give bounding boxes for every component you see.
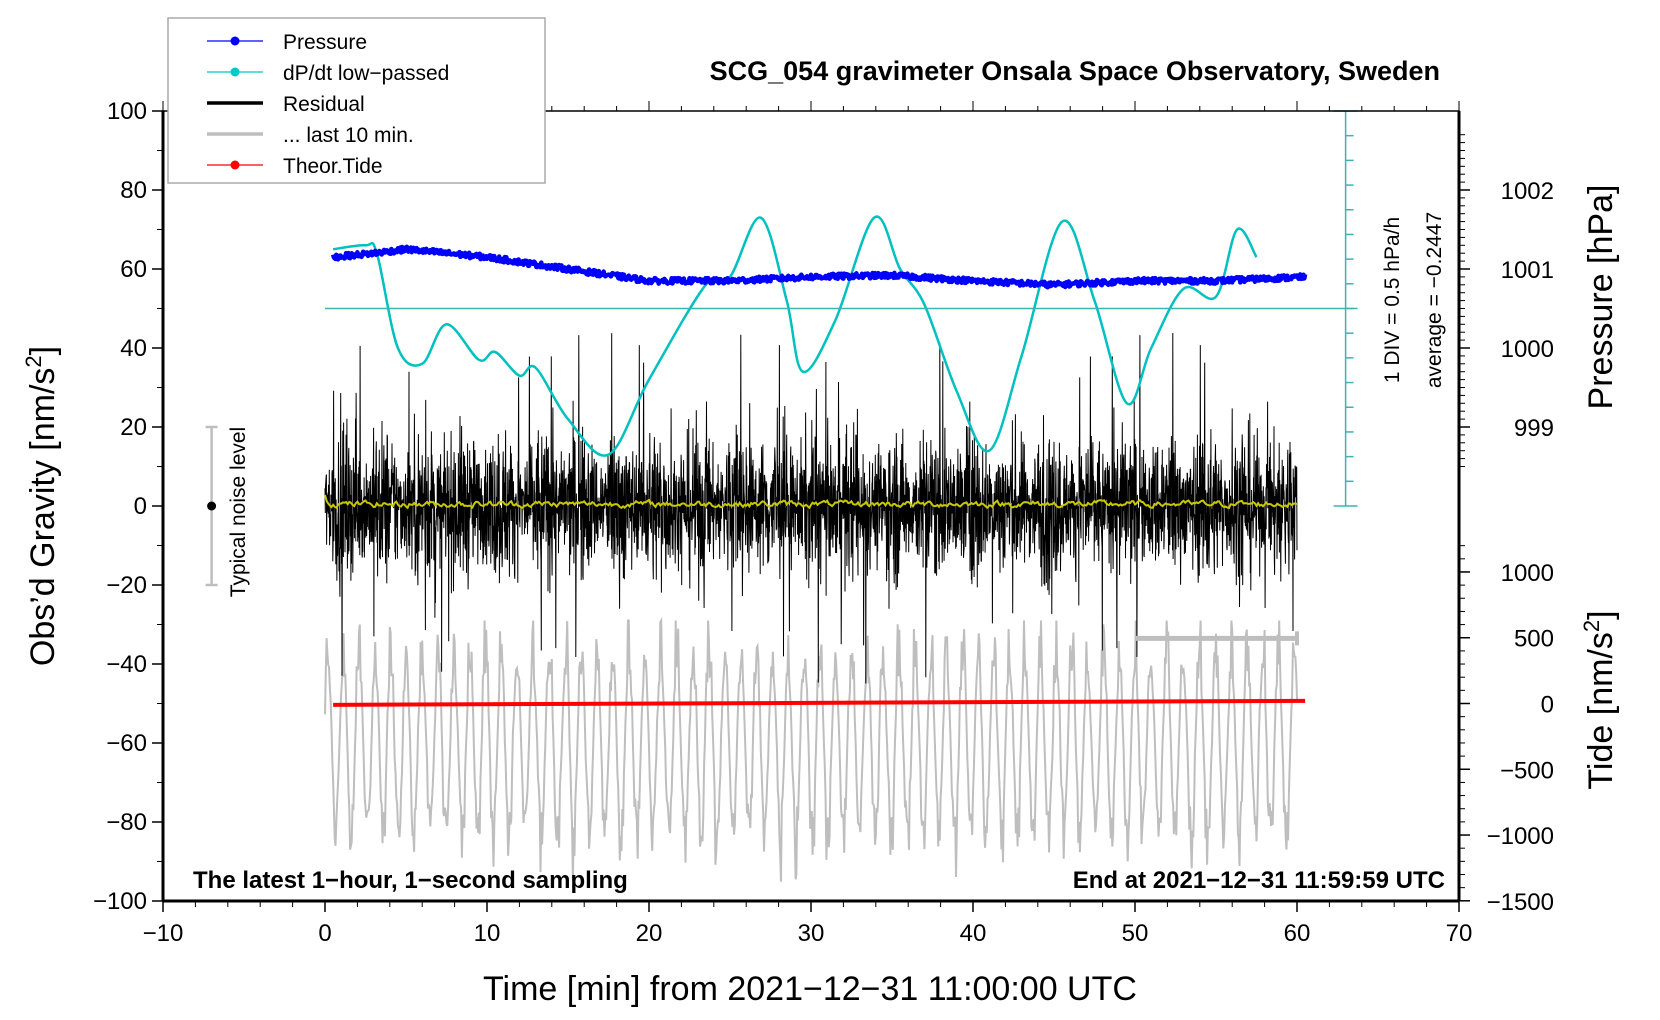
legend-label: Residual	[283, 93, 365, 116]
y-tick-label: 0	[134, 493, 147, 520]
pressure-tick-label: 1000	[1501, 336, 1554, 363]
tide-tick-label: 0	[1541, 692, 1554, 719]
y-tick-label: 60	[120, 256, 147, 283]
legend-swatch-dot	[230, 36, 240, 46]
y-tick-label: −20	[106, 572, 147, 599]
axis-tick-labels: −10 0 10 20 30 40 50 60 70100806040200−20−40−60−…	[93, 98, 1554, 947]
axis-ticks	[152, 101, 1470, 912]
x-axis-title: Time [min] from 2021−12−31 11:00:00 UTC	[483, 970, 1137, 1008]
legend-label: dP/dt low−passed	[283, 62, 449, 85]
pressure-tick-label: 999	[1514, 415, 1554, 442]
tide-tick-label: 1000	[1501, 560, 1554, 587]
residual-smoothed-line	[324, 494, 1298, 510]
legend-entry: ... last 10 min.	[207, 124, 414, 147]
legend-label: ... last 10 min.	[283, 124, 414, 147]
y-tick-label: 80	[120, 177, 147, 204]
y-tick-label: −60	[106, 730, 147, 757]
dpdt-scale	[325, 110, 1358, 507]
dpdt-line	[332, 215, 1258, 457]
dpdt-series	[332, 215, 1258, 457]
pressure-tick-label: 1001	[1501, 257, 1554, 284]
y-tick-label: −40	[106, 651, 147, 678]
tide-tick-label: −1000	[1487, 823, 1554, 850]
noise-bar-center-dot	[207, 501, 217, 511]
chart-title: SCG_054 gravimeter Onsala Space Observat…	[710, 56, 1440, 86]
annotation-bottom-left: The latest 1−hour, 1−second sampling	[193, 867, 628, 894]
x-tick-label: 70	[1446, 920, 1473, 947]
tide-tick-label: −500	[1500, 757, 1554, 784]
residual-series	[324, 333, 1298, 684]
legend-swatch-dot	[230, 160, 240, 170]
legend-label: Pressure	[283, 31, 367, 54]
noise-level-label: Typical noise level	[227, 427, 250, 597]
y-axis-title: Obs’d Gravity [nm/s2]	[21, 346, 62, 666]
x-tick-label: 30	[798, 920, 825, 947]
legend-entry: Residual	[207, 93, 365, 116]
legend-box	[167, 17, 546, 184]
y-tick-label: 100	[107, 98, 147, 125]
tide-tick-label: 500	[1514, 626, 1554, 653]
theoretical-tide-series	[333, 698, 1306, 707]
x-tick-label: 20	[636, 920, 663, 947]
y-tick-label: −80	[106, 809, 147, 836]
x-tick-label: 0	[318, 920, 331, 947]
pressure-line	[330, 244, 1308, 290]
legend-label: Theor.Tide	[283, 155, 383, 178]
last-10-min-series	[324, 616, 1298, 882]
pressure-axis-title: Pressure [hPa]	[1582, 185, 1620, 410]
legend-entry: Theor.Tide	[207, 155, 383, 178]
x-tick-label: 10	[474, 920, 501, 947]
legend-entry: Pressure	[207, 31, 367, 54]
tide-axis-title: Tide [nm/s2]	[1579, 610, 1620, 789]
annotation-bottom-right: End at 2021−12−31 11:59:59 UTC	[1073, 867, 1445, 894]
legend-swatch-dot	[230, 67, 240, 77]
dpdt-div-label: 1 DIV = 0.5 hPa/h	[1381, 217, 1404, 383]
y-tick-label: 40	[120, 335, 147, 362]
tide-tick-label: −1500	[1487, 889, 1554, 916]
pressure-series	[330, 244, 1308, 290]
noise-level-bar	[205, 425, 218, 587]
residual-line	[324, 333, 1298, 684]
last-10-min-bar	[1135, 631, 1299, 646]
y-tick-label: 20	[120, 414, 147, 441]
dpdt-average-label: average = −0.2447	[1423, 212, 1446, 388]
tide-line	[333, 698, 1306, 707]
y-tick-label: −100	[93, 888, 147, 915]
x-tick-label: 60	[1284, 920, 1311, 947]
x-tick-label: 50	[1122, 920, 1149, 947]
last-10-min-line	[324, 616, 1298, 882]
legend: Pressure dP/dt low−passed Residual ... last…	[167, 17, 546, 184]
x-tick-label: 40	[960, 920, 987, 947]
residual-smoothed-series	[324, 494, 1298, 510]
x-tick-label: −10	[143, 920, 184, 947]
legend-entry: dP/dt low−passed	[207, 62, 449, 85]
pressure-tick-label: 1002	[1501, 178, 1554, 205]
